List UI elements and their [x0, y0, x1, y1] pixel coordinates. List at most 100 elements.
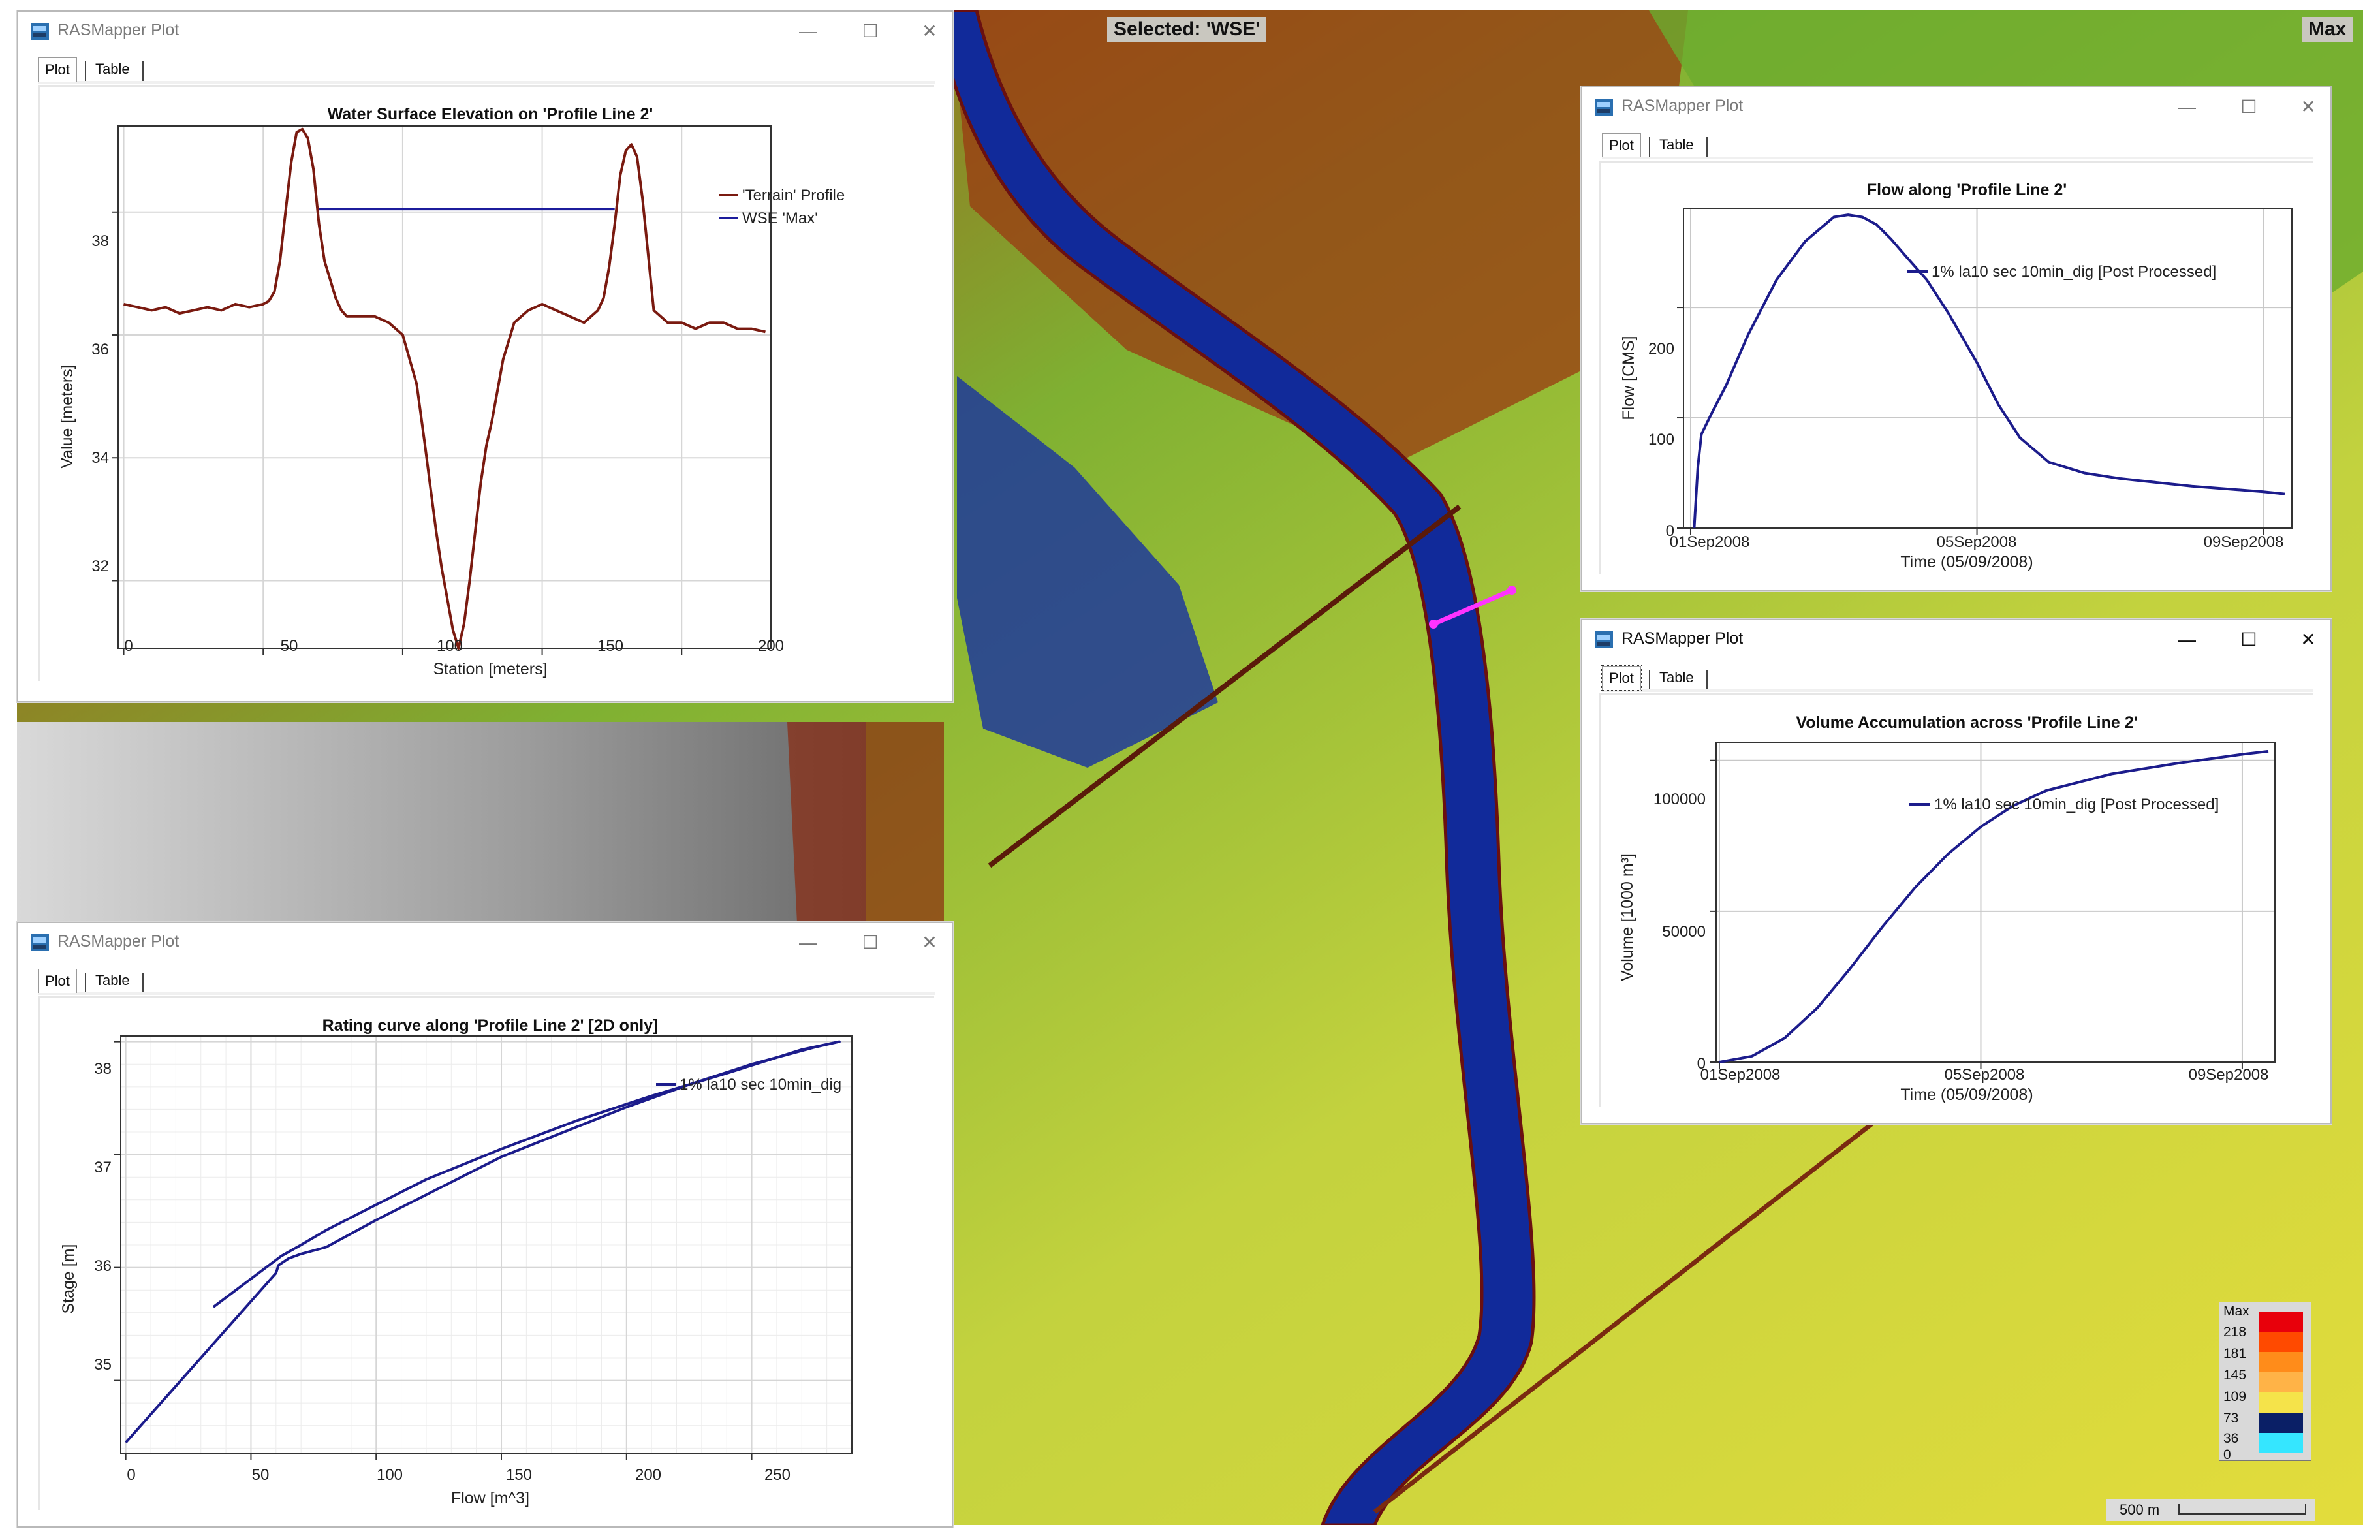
plot-area[interactable]: Water Surface Elevation on 'Profile Line… [38, 85, 934, 681]
tab-plot[interactable]: Plot [1601, 665, 1642, 691]
tab-table[interactable]: Table [1659, 136, 1694, 153]
levee-line [988, 504, 1462, 868]
window-title-bar[interactable]: RASMapper Plot — ☐ ✕ [1582, 620, 2330, 659]
maximize-button[interactable]: ☐ [862, 932, 879, 952]
x-tick-label: 150 [597, 637, 623, 655]
x-tick-label: 200 [635, 1466, 661, 1484]
window-title: RASMapper Plot [1621, 629, 1744, 648]
flow-chart[interactable]: Flow along 'Profile Line 2' Time (05/09/… [1601, 163, 2313, 574]
rasmapper-app-icon [31, 934, 49, 951]
close-button[interactable]: ✕ [2300, 97, 2316, 117]
maximize-button[interactable]: ☐ [2240, 97, 2257, 117]
close-button[interactable]: ✕ [2300, 629, 2316, 650]
scale-bar-label: 500 m [2120, 1501, 2160, 1518]
y-axis-label: Flow [CMS] [1620, 336, 1638, 420]
y-tick-label: 0 [1697, 1055, 1706, 1073]
x-tick-label: 150 [506, 1466, 532, 1484]
x-tick-label: 50 [252, 1466, 270, 1484]
maximize-button[interactable]: ☐ [862, 21, 879, 41]
window-title-bar[interactable]: RASMapper Plot — ☐ ✕ [18, 923, 952, 962]
plot-area[interactable]: Rating curve along 'Profile Line 2' [2D … [38, 996, 934, 1510]
x-tick-label: 05Sep2008 [1937, 533, 2017, 551]
legend-label-0: 0 [2223, 1447, 2231, 1462]
x-tick-label: 09Sep2008 [2189, 1066, 2269, 1084]
window-title-bar[interactable]: RASMapper Plot — ☐ ✕ [1582, 87, 2330, 127]
chart-title: Volume Accumulation across 'Profile Line… [1796, 714, 2137, 732]
x-tick-label: 05Sep2008 [1945, 1066, 2025, 1084]
scale-bar-ruler [2178, 1504, 2306, 1515]
legend-label-145: 145 [2223, 1368, 2247, 1383]
x-tick-label: 250 [764, 1466, 791, 1484]
minimize-button[interactable]: — [799, 932, 817, 952]
plot-frame [1715, 742, 2276, 1063]
window-title-bar[interactable]: RASMapper Plot — ☐ ✕ [18, 12, 952, 51]
volume-chart[interactable]: Volume Accumulation across 'Profile Line… [1601, 695, 2313, 1107]
series-line-1 [1693, 213, 2285, 529]
y-tick-label: 100000 [1653, 791, 1706, 808]
minimize-button[interactable]: — [2178, 97, 2196, 117]
profile-line-2[interactable] [1432, 588, 1513, 627]
plot-frame [117, 125, 772, 649]
plot-window-volume[interactable]: RASMapper Plot — ☐ ✕ Plot Table Volume A… [1581, 619, 2332, 1124]
minimize-button[interactable]: — [799, 21, 817, 41]
chart-title: Rating curve along 'Profile Line 2' [2D … [322, 1016, 659, 1035]
plot-frame [1683, 208, 2293, 529]
legend-label-73: 73 [2223, 1411, 2239, 1426]
x-tick-label: 0 [127, 1466, 135, 1484]
tab-separator [142, 973, 144, 992]
x-axis-label: Flow [m^3] [451, 1489, 529, 1507]
plot-area[interactable]: Volume Accumulation across 'Profile Line… [1599, 693, 2313, 1107]
tab-separator [1649, 670, 1650, 689]
window-title: RASMapper Plot [1621, 97, 1744, 115]
chart-legend: 1% la10 sec 10min_dig [Post Processed] [1907, 263, 2216, 281]
tab-plot[interactable]: Plot [1602, 133, 1641, 157]
tab-strip [1602, 157, 2313, 159]
plot-area[interactable]: Flow along 'Profile Line 2' Time (05/09/… [1599, 161, 2313, 574]
wse-chart[interactable]: Water Surface Elevation on 'Profile Line… [40, 87, 934, 681]
x-tick-label: 200 [758, 637, 784, 655]
minimize-button[interactable]: — [2178, 629, 2196, 650]
y-tick-label: 36 [94, 1257, 112, 1275]
tab-plot[interactable]: Plot [38, 57, 77, 82]
profile-line-start-point[interactable] [1429, 620, 1438, 629]
tab-strip [38, 81, 935, 84]
profile-line-end-point[interactable] [1507, 586, 1516, 595]
close-button[interactable]: ✕ [922, 21, 937, 41]
y-tick-label: 36 [91, 341, 109, 358]
y-tick-label: 35 [94, 1356, 112, 1374]
legend-entry: 1% la10 sec 10min_dig [680, 1076, 841, 1093]
x-axis-label: Time (05/09/2008) [1900, 1086, 2033, 1104]
y-tick-label: 200 [1648, 340, 1674, 358]
maximize-button[interactable]: ☐ [2240, 629, 2257, 650]
x-tick-label: 01Sep2008 [1670, 533, 1750, 551]
tab-table[interactable]: Table [95, 61, 130, 77]
tab-table[interactable]: Table [1659, 669, 1694, 685]
tab-separator [85, 61, 86, 81]
y-tick-label: 38 [94, 1060, 112, 1078]
chart-legend: 'Terrain' Profile WSE 'Max' [719, 187, 845, 227]
tab-plot[interactable]: Plot [38, 969, 77, 993]
legend-color-swatch [2259, 1433, 2303, 1453]
rating-curve-chart[interactable]: Rating curve along 'Profile Line 2' [2D … [40, 998, 934, 1510]
y-tick-label: 0 [1666, 522, 1674, 540]
y-axis-label: Stage [m] [59, 1244, 78, 1314]
plot-window-wse[interactable]: RASMapper Plot — ☐ ✕ Plot Table Water Su… [17, 10, 953, 702]
x-tick-label: 100 [437, 637, 463, 655]
tab-table[interactable]: Table [95, 972, 130, 988]
close-button[interactable]: ✕ [922, 932, 937, 952]
plot-window-flow[interactable]: RASMapper Plot — ☐ ✕ Plot Table Flow alo… [1581, 86, 2332, 591]
rasmapper-app-icon [1595, 631, 1613, 648]
plot-window-rating-curve[interactable]: RASMapper Plot — ☐ ✕ Plot Table Rating c… [17, 922, 953, 1528]
upland-red-area [950, 10, 1688, 467]
y-tick-label: 32 [91, 558, 109, 575]
y-tick-label: 37 [94, 1159, 112, 1176]
window-title: RASMapper Plot [57, 932, 180, 951]
y-tick-label: 38 [91, 232, 109, 250]
legend-label-218: 218 [2223, 1325, 2247, 1340]
hillshade-area [17, 722, 866, 924]
legend-entry-wse: WSE 'Max' [742, 210, 818, 227]
y-axis-label: Value [meters] [58, 364, 76, 468]
tab-strip [38, 992, 935, 995]
legend-entry-terrain: 'Terrain' Profile [742, 187, 845, 204]
legend-color-swatch [2259, 1352, 2303, 1372]
